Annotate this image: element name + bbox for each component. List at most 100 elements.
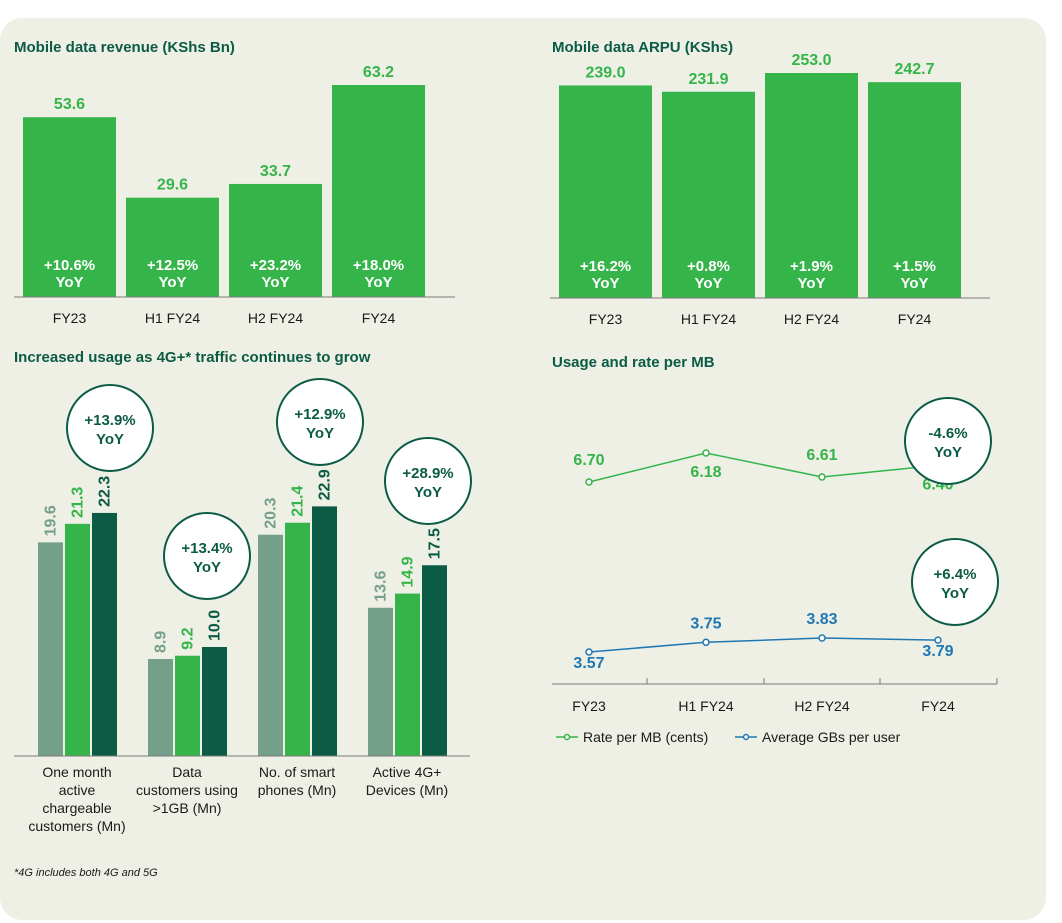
- bar-value-label: 9.2: [180, 627, 197, 649]
- bar-yoy-pct: +16.2%: [580, 258, 631, 275]
- bar-value-label: 17.5: [427, 528, 444, 559]
- point-value-label: 6.61: [806, 447, 837, 464]
- point-value-label: 3.57: [573, 655, 604, 672]
- yoy-bubble-suffix: YoY: [306, 425, 334, 442]
- legend-swatch-dot: [742, 733, 750, 741]
- bar-h2-fy24: [765, 73, 858, 298]
- bar-yoy-suffix: YoY: [694, 275, 722, 292]
- bar-group1-series3: [92, 512, 117, 756]
- yoy-bubble-pct: +28.9%: [402, 465, 453, 482]
- x-tick-label: No. of smart: [259, 764, 335, 780]
- yoy-bubble-usage-circle: [911, 538, 999, 626]
- bar-h1-fy24: [662, 91, 755, 298]
- x-tick-label: FY24: [898, 311, 932, 327]
- yoy-bubble-rate-circle: [904, 397, 992, 485]
- x-tick-label: FY23: [589, 311, 623, 327]
- yoy-bubble-circle: [276, 378, 364, 466]
- bar-group4-series1: [368, 607, 393, 756]
- bar-value-label: 14.9: [400, 556, 417, 587]
- x-tick-label: H2 FY24: [784, 311, 839, 327]
- footnote: *4G includes both 4G and 5G: [14, 867, 158, 879]
- x-tick-label: Active 4G+: [373, 764, 442, 780]
- bar-value-label: 20.3: [263, 497, 280, 528]
- yoy-bubble-circle: [163, 512, 251, 600]
- bar-yoy-suffix: YoY: [591, 275, 619, 292]
- bar-yoy-suffix: YoY: [797, 275, 825, 292]
- x-tick-label: chargeable: [42, 800, 111, 816]
- bar-yoy-pct: +23.2%: [250, 257, 301, 274]
- series-point: [585, 648, 593, 656]
- yoy-bubble-circle: [384, 437, 472, 525]
- x-tick-label: FY23: [53, 310, 87, 326]
- bar-value-label: 22.3: [97, 476, 114, 507]
- yoy-bubble-suffix: YoY: [193, 559, 221, 576]
- x-tick-label: FY23: [572, 698, 606, 714]
- bar-fy24: [332, 85, 425, 297]
- bar-value-label: 53.6: [54, 96, 85, 113]
- bar-value-label: 33.7: [260, 163, 291, 180]
- series-line-2: [588, 637, 939, 653]
- yoy-bubble: +12.9% YoY: [276, 378, 364, 466]
- bar-group2-series3: [202, 647, 227, 756]
- yoy-bubble-suffix: YoY: [96, 431, 124, 448]
- x-tick-label: H2 FY24: [794, 698, 849, 714]
- legend-label: Rate per MB (cents): [583, 729, 708, 745]
- point-value-label: 6.70: [573, 452, 604, 469]
- bar-yoy-suffix: YoY: [55, 274, 83, 291]
- point-value-label: 3.83: [806, 611, 837, 628]
- x-tick-label: H1 FY24: [681, 311, 736, 327]
- series-point: [702, 638, 710, 647]
- bar-yoy-pct: +1.5%: [893, 258, 936, 275]
- bar-group2-series1: [148, 658, 173, 756]
- bar-value-label: 13.6: [373, 571, 390, 602]
- x-tick-label: Data: [172, 764, 202, 780]
- bar-value-label: 253.0: [791, 52, 831, 69]
- series-point: [585, 478, 593, 486]
- yoy-bubble-pct: +13.9%: [84, 412, 135, 429]
- bar-h2-fy24: [229, 183, 322, 297]
- bar-value-label: 10.0: [207, 610, 224, 641]
- series-point: [934, 636, 942, 644]
- point-value-label: 3.79: [922, 643, 953, 660]
- yoy-bubble-circle: [66, 384, 154, 472]
- bar-group1-series1: [38, 542, 63, 756]
- series-point: [702, 449, 710, 457]
- bar-fy23: [559, 85, 652, 298]
- bar-group3-series1: [258, 534, 283, 756]
- bar-value-label: 239.0: [585, 64, 625, 81]
- series-line-1: [588, 452, 939, 483]
- bar-group2-series2: [175, 655, 200, 756]
- bar-group3-series3: [312, 506, 337, 756]
- bar-yoy-pct: +18.0%: [353, 257, 404, 274]
- bar-yoy-pct: +0.8%: [687, 258, 730, 275]
- bar-yoy-suffix: YoY: [364, 274, 392, 291]
- bar-value-label: 231.9: [688, 71, 728, 88]
- bar-h1-fy24: [126, 197, 219, 297]
- x-tick-label: FY24: [921, 698, 955, 714]
- bar-value-label: 29.6: [157, 177, 188, 194]
- chart-title: Usage and rate per MB: [552, 354, 715, 371]
- yoy-bubble-rate: -4.6% YoY: [904, 397, 992, 485]
- series-point: [818, 473, 826, 481]
- yoy-bubble-rate-pct: -4.6%: [928, 425, 967, 442]
- x-tick-label: customers (Mn): [28, 818, 125, 834]
- yoy-bubble: +13.4% YoY: [163, 512, 251, 600]
- bar-yoy-pct: +10.6%: [44, 257, 95, 274]
- bar-group3-series2: [285, 522, 310, 756]
- yoy-bubble-usage-suffix: YoY: [941, 585, 969, 602]
- bar-group4-series2: [395, 593, 420, 756]
- yoy-bubble-suffix: YoY: [414, 484, 442, 501]
- bar-fy24: [868, 82, 961, 298]
- point-value-label: 3.75: [690, 615, 721, 632]
- bar-value-label: 22.9: [317, 469, 334, 500]
- yoy-bubble-pct: +13.4%: [181, 540, 232, 557]
- bar-value-label: 63.2: [363, 64, 394, 81]
- bar-value-label: 21.4: [290, 485, 307, 516]
- x-tick-label: active: [59, 782, 96, 798]
- bar-yoy-pct: +12.5%: [147, 257, 198, 274]
- x-tick-label: One month: [42, 764, 111, 780]
- series-point: [818, 634, 826, 642]
- x-tick-label: H2 FY24: [248, 310, 303, 326]
- x-tick-label: FY24: [362, 310, 396, 326]
